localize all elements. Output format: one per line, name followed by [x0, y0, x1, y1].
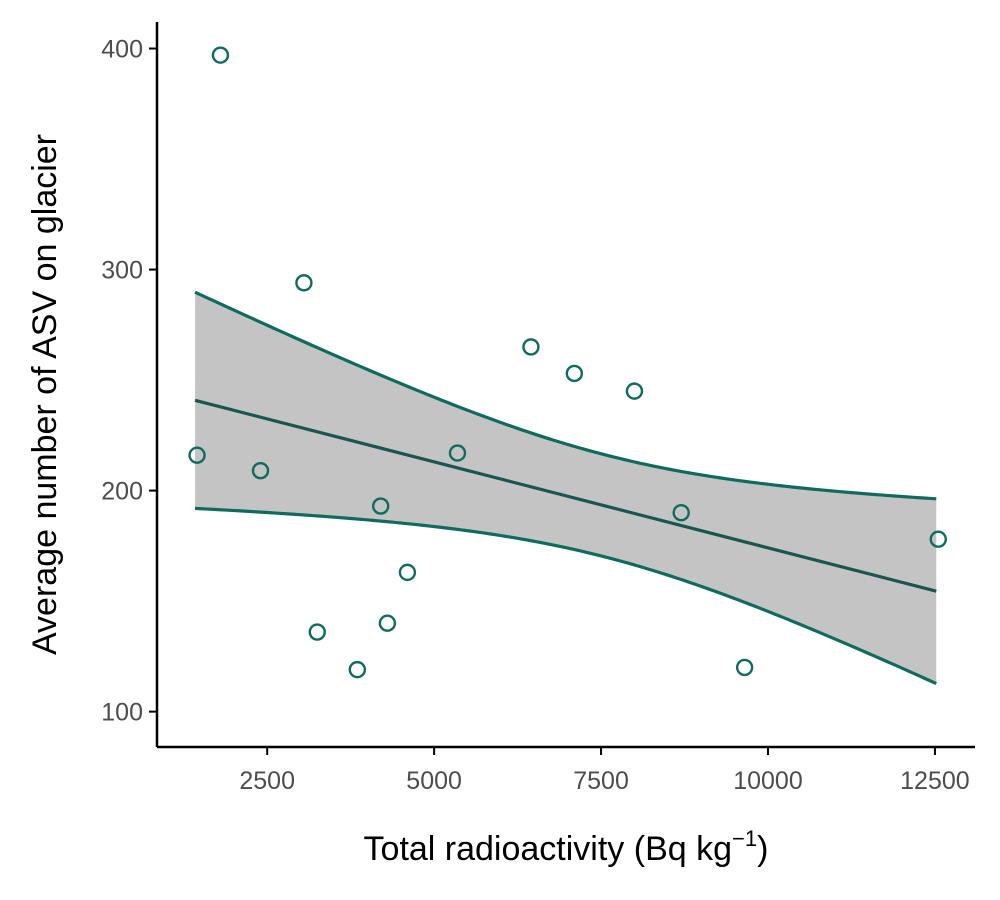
x-tick-label: 10000: [733, 767, 803, 795]
data-point: [522, 338, 540, 356]
y-tick-label: 400: [101, 36, 143, 64]
confidence-lower-line: [194, 506, 937, 686]
y-ticks: 100 200 300 400: [101, 36, 157, 727]
x-axis-title-text: Total radioactivity (Bq kg: [364, 830, 733, 868]
x-ticks: 2500 5000 7500 10000 12500: [239, 747, 970, 795]
axes-layer: [155, 22, 975, 749]
x-axis-title-superscript: −1: [732, 826, 757, 851]
x-tick-label: 2500: [239, 767, 295, 795]
confidence-band-layer: [195, 292, 937, 684]
data-points-layer: [188, 46, 947, 679]
data-point: [371, 497, 390, 515]
y-tick-label: 200: [101, 478, 143, 506]
y-axis-title: Average number of ASV on glacier: [26, 134, 64, 655]
data-point: [565, 364, 584, 383]
x-axis-title-close: ): [757, 830, 768, 868]
data-point: [672, 504, 690, 522]
data-point: [448, 444, 467, 462]
y-tick-label: 100: [101, 699, 143, 727]
x-axis-title: Total radioactivity (Bq kg−1): [364, 826, 769, 868]
data-point: [251, 462, 270, 480]
data-point: [348, 660, 367, 679]
data-point: [625, 382, 644, 400]
data-point: [211, 46, 230, 64]
data-point: [308, 623, 326, 641]
data-point: [378, 614, 397, 632]
confidence-upper-line: [194, 290, 937, 501]
data-point: [929, 530, 947, 548]
fit-line-layer: [194, 290, 937, 686]
data-point: [735, 658, 754, 677]
confidence-band: [195, 292, 937, 684]
data-point: [295, 274, 313, 292]
regression-line: [194, 398, 937, 593]
x-tick-label: 12500: [900, 767, 970, 795]
x-tick-label: 5000: [406, 767, 462, 795]
data-point: [188, 446, 206, 464]
x-tick-label: 7500: [573, 767, 629, 795]
y-tick-label: 300: [101, 257, 143, 285]
data-point: [398, 563, 417, 582]
